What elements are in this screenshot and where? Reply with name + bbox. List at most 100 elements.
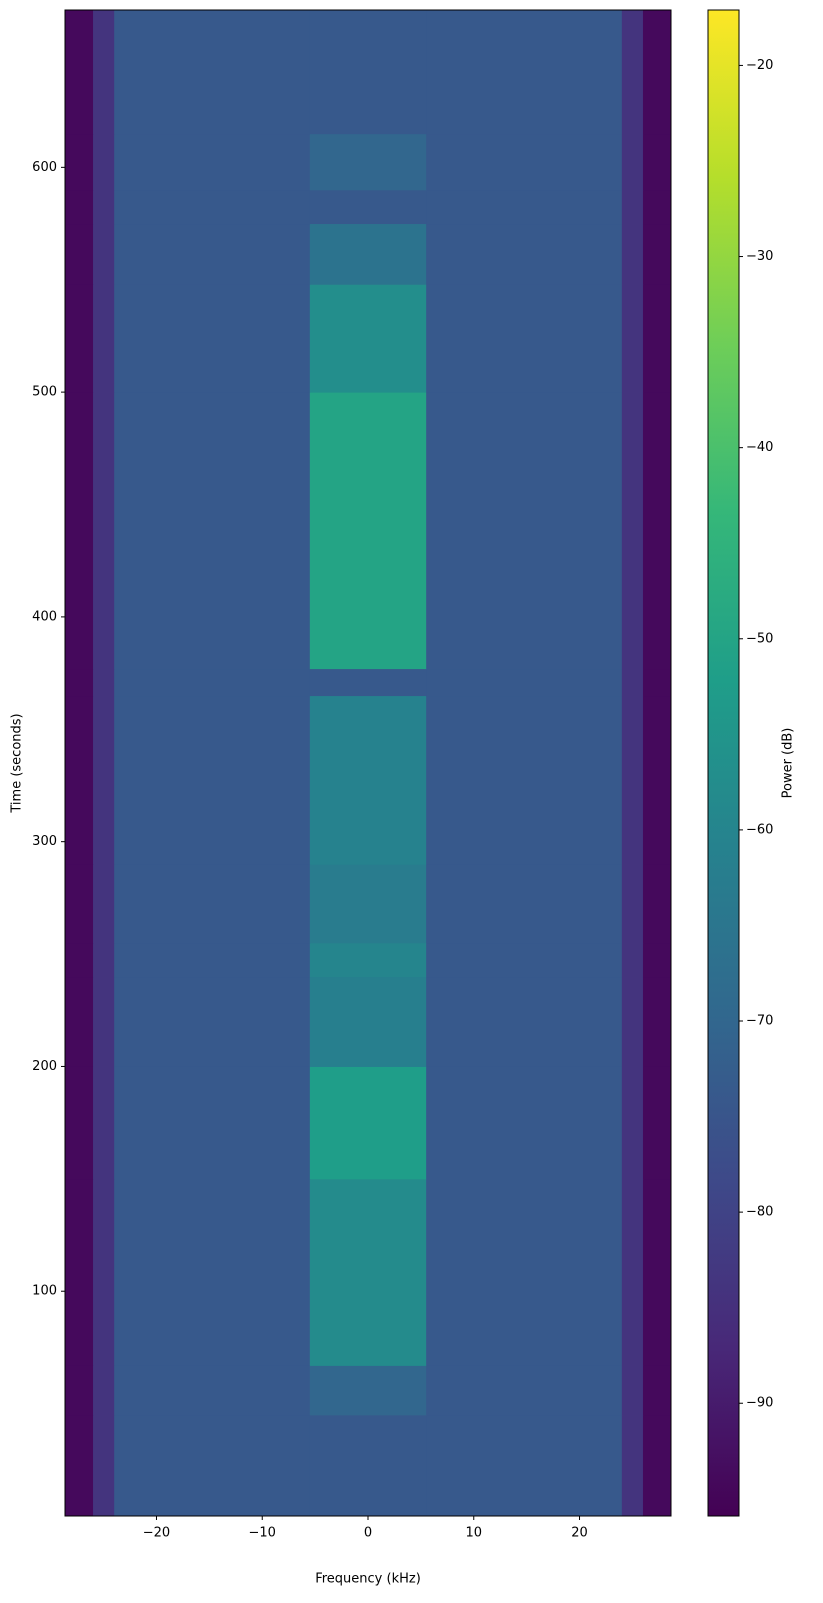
heatmap-cell [621, 1178, 644, 1366]
y-tick-label: 300 [32, 834, 57, 849]
y-tick-label: 400 [32, 609, 57, 624]
heatmap-cell [642, 10, 672, 135]
heatmap-cell [426, 10, 623, 135]
heatmap-cell [65, 133, 94, 191]
heatmap-cell [309, 1066, 427, 1180]
heatmap-cell [426, 942, 623, 978]
heatmap-cell [309, 10, 427, 135]
colorbar-label: Power (dB) [781, 728, 796, 799]
heatmap-cell [642, 189, 672, 225]
heatmap-cell [621, 1066, 644, 1180]
colorbar [707, 9, 740, 1517]
heatmap-cell [65, 1414, 94, 1517]
heatmap-cell [642, 1178, 672, 1366]
heatmap-cell [642, 284, 672, 393]
heatmap-cell [65, 189, 94, 225]
x-tick-label: 20 [571, 1526, 588, 1541]
heatmap-cell [65, 1066, 94, 1180]
heatmap-cell [621, 695, 644, 865]
heatmap-cell [114, 189, 311, 225]
colorbar-tick-label: −20 [746, 58, 773, 73]
heatmap-cell [93, 392, 115, 670]
x-axis-label: Frequency (kHz) [315, 1572, 421, 1587]
heatmap-cell [93, 695, 115, 865]
heatmap-cell [642, 864, 672, 944]
heatmap-cell [65, 695, 94, 865]
heatmap-cell [114, 284, 311, 393]
heatmap-cell [114, 976, 311, 1067]
heatmap-cell [309, 133, 427, 191]
heatmap-cell [426, 864, 623, 944]
heatmap-cell [114, 1414, 311, 1517]
x-tick-label: −10 [249, 1526, 276, 1541]
heatmap-cell [309, 1414, 427, 1517]
heatmap-cell [93, 189, 115, 225]
x-tick-label: 10 [465, 1526, 482, 1541]
heatmap-cell [65, 392, 94, 670]
y-tick-label: 600 [32, 160, 57, 175]
heatmap-cell [93, 864, 115, 944]
heatmap-cell [309, 189, 427, 225]
heatmap-cell [426, 976, 623, 1067]
heatmap-cell [309, 695, 427, 865]
heatmap-cell [93, 1414, 115, 1517]
heatmap-cell [65, 223, 94, 285]
heatmap-cell [642, 223, 672, 285]
heatmap-cell [93, 10, 115, 135]
heatmap-cell [309, 1178, 427, 1366]
heatmap-cell [621, 10, 644, 135]
heatmap-cell [93, 1178, 115, 1366]
heatmap-cell [426, 1414, 623, 1517]
heatmap-cell [114, 10, 311, 135]
heatmap-cell [65, 942, 94, 978]
heatmap-cell [65, 1178, 94, 1366]
heatmap-cell [309, 1365, 427, 1416]
y-tick-label: 500 [32, 385, 57, 400]
heatmap-cell [426, 1066, 623, 1180]
heatmap-cell [93, 942, 115, 978]
heatmap-cell [65, 668, 94, 697]
heatmap-cell [621, 1414, 644, 1517]
heatmap-cell [309, 284, 427, 393]
heatmap-cell [621, 668, 644, 697]
heatmap-cell [65, 284, 94, 393]
x-tick-label: −20 [143, 1526, 170, 1541]
heatmap-cell [621, 1365, 644, 1416]
heatmap-cell [426, 189, 623, 225]
heatmap-cell [114, 942, 311, 978]
heatmap-cell [621, 189, 644, 225]
heatmap-cell [426, 223, 623, 285]
heatmap-cell [621, 284, 644, 393]
heatmap-cell [642, 1414, 672, 1517]
heatmap-cell [93, 284, 115, 393]
heatmap-cell [309, 864, 427, 944]
heatmap-cell [93, 668, 115, 697]
colorbar-tick-label: −80 [746, 1205, 773, 1220]
colorbar-tick-label: −50 [746, 631, 773, 646]
heatmap-cell [65, 976, 94, 1067]
heatmap-cell [642, 668, 672, 697]
heatmap-cell [114, 392, 311, 670]
colorbar-tick-label: −30 [746, 249, 773, 264]
heatmap-cell [309, 976, 427, 1067]
heatmap-cell [621, 864, 644, 944]
heatmap-cell [65, 1365, 94, 1416]
colorbar-tick-label: −60 [746, 822, 773, 837]
heatmap-cell [621, 223, 644, 285]
heatmap-cell [309, 942, 427, 978]
heatmap-cell [93, 133, 115, 191]
heatmap-cell [642, 133, 672, 191]
heatmap-cell [621, 392, 644, 670]
y-tick-label: 100 [32, 1284, 57, 1299]
heatmap-cell [65, 864, 94, 944]
heatmap-cell [621, 942, 644, 978]
heatmap-cell [642, 1066, 672, 1180]
heatmap-cell [642, 1365, 672, 1416]
heatmap-cell [114, 1178, 311, 1366]
heatmap-cell [642, 942, 672, 978]
heatmap-cell [426, 392, 623, 670]
heatmap-cell [426, 695, 623, 865]
heatmap-cell [93, 976, 115, 1067]
heatmap-cell [426, 1178, 623, 1366]
